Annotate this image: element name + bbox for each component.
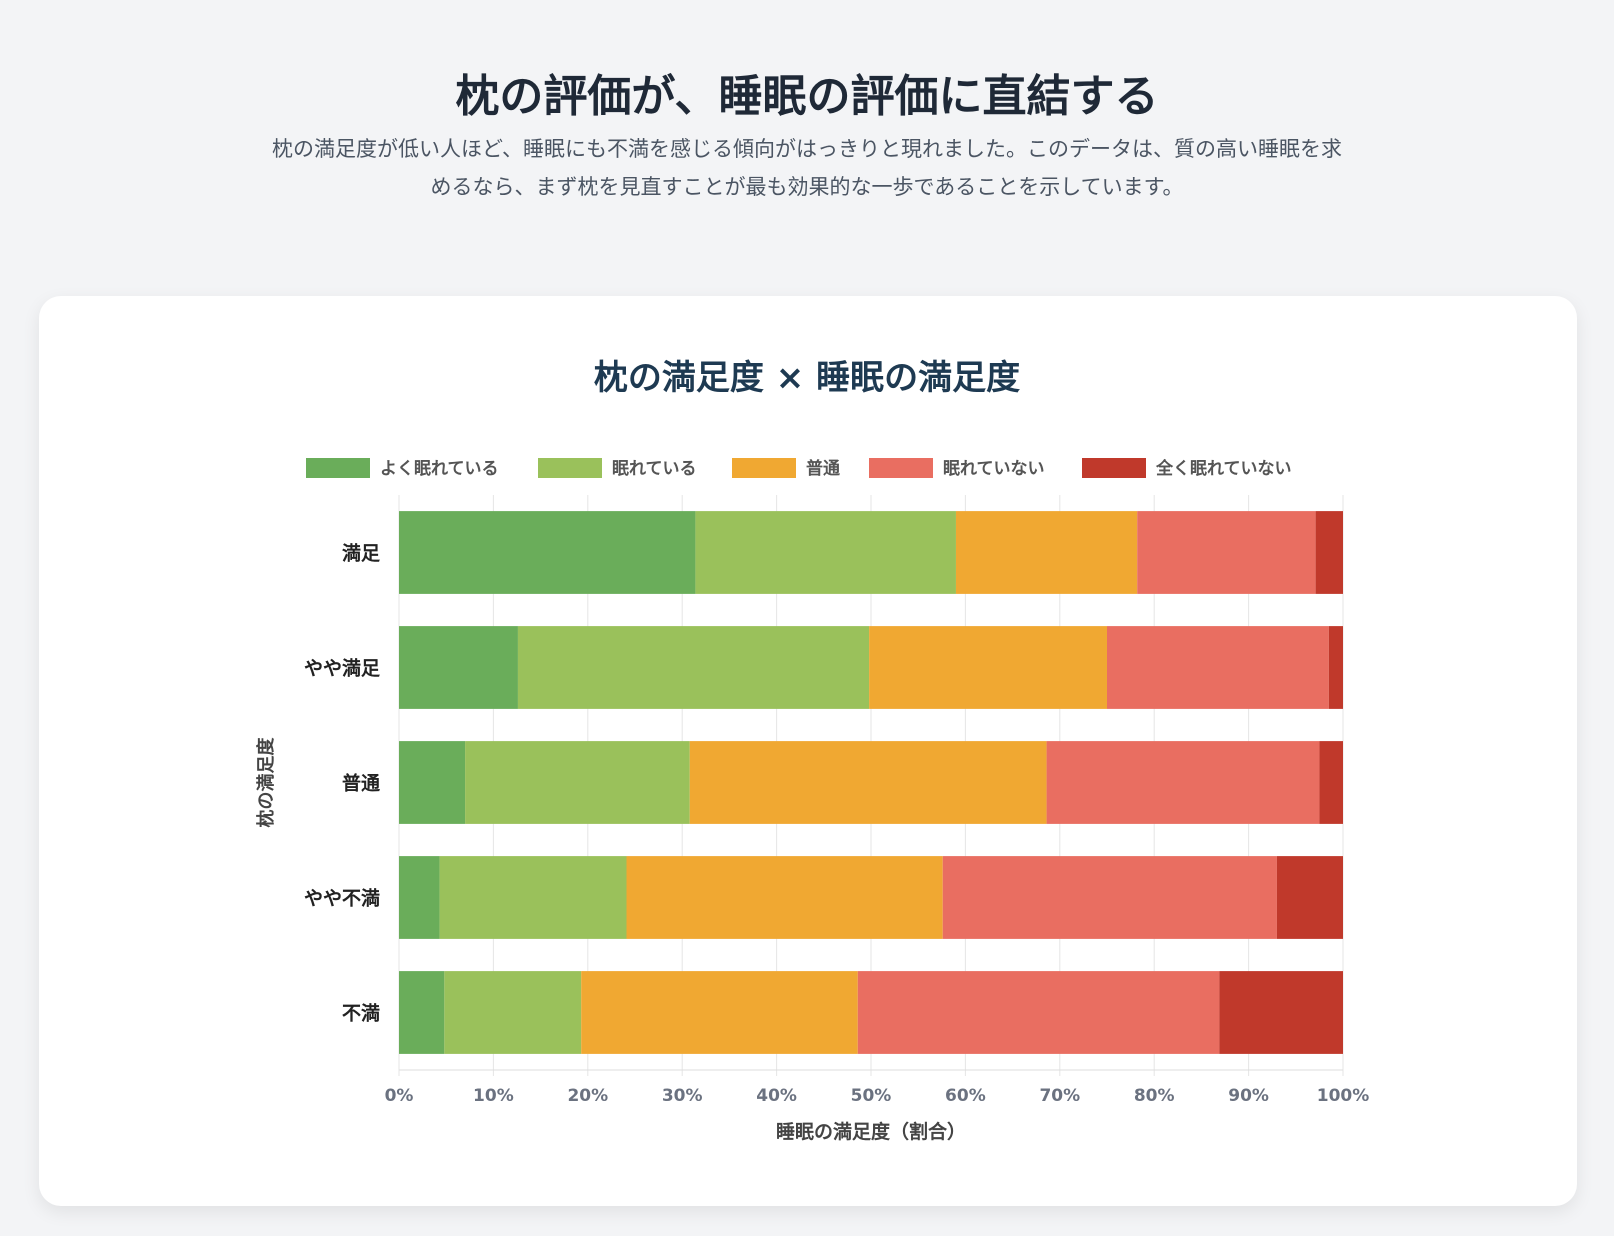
bar-segment — [1137, 511, 1316, 594]
bar-segment — [1219, 971, 1343, 1054]
bar-segment — [444, 971, 582, 1054]
bar-segment — [1319, 741, 1343, 824]
legend-label: 眠れていない — [943, 459, 1045, 479]
x-tick-label: 40% — [756, 1086, 797, 1106]
bar-segment — [955, 511, 1138, 594]
legend-swatch — [1082, 458, 1146, 478]
chart-title: 枕の満足度 × 睡眠の満足度 — [593, 358, 1021, 398]
legend-label: 全く眠れていない — [1155, 458, 1292, 479]
legend-swatch — [538, 458, 602, 478]
bar-segment — [1276, 856, 1343, 939]
x-tick-label: 80% — [1134, 1086, 1175, 1106]
bar-segment — [857, 971, 1220, 1054]
legend-label: よく眠れている — [380, 459, 499, 479]
x-tick-label: 10% — [473, 1086, 514, 1106]
bar-segment — [399, 511, 696, 594]
bar-segment — [1107, 626, 1329, 709]
x-tick-label: 30% — [662, 1086, 703, 1106]
x-tick-label: 90% — [1228, 1086, 1269, 1106]
bar-segment — [689, 741, 1047, 824]
legend-label: 普通 — [806, 458, 840, 479]
bar-segment — [1046, 741, 1320, 824]
page-title: 枕の評価が、睡眠の評価に直結する — [455, 71, 1159, 122]
x-tick-label: 20% — [567, 1086, 608, 1106]
bar-segment — [869, 626, 1107, 709]
y-tick-label: やや不満 — [304, 888, 380, 910]
bar-segment — [399, 856, 440, 939]
y-tick-label: やや満足 — [304, 658, 381, 680]
legend-swatch — [869, 458, 933, 478]
y-tick-label: 満足 — [342, 543, 381, 565]
bar-segment — [1315, 511, 1343, 594]
page-subtitle: 枕の満足度が低い人ほど、睡眠にも不満を感じる傾向がはっきりと現れました。このデー… — [272, 137, 1342, 199]
legend-label: 眠れている — [612, 459, 697, 479]
bar-segment — [695, 511, 956, 594]
x-tick-label: 70% — [1039, 1086, 1080, 1106]
bar-segment — [626, 856, 943, 939]
bar-segment — [399, 741, 466, 824]
bar-segment — [942, 856, 1277, 939]
bar-segment — [517, 626, 870, 709]
x-tick-label: 0% — [385, 1086, 414, 1106]
bar-segment — [465, 741, 690, 824]
bar-segment — [1328, 626, 1343, 709]
legend-swatch — [732, 458, 796, 478]
bar-segment — [439, 856, 627, 939]
x-axis-title: 睡眠の満足度（割合） — [776, 1120, 966, 1143]
y-tick-label: 不満 — [342, 1003, 380, 1025]
bar-segment — [399, 626, 518, 709]
legend-swatch — [306, 458, 370, 478]
y-tick-label: 普通 — [342, 772, 381, 795]
y-axis-title: 枕の満足度 — [255, 737, 277, 828]
x-tick-label: 100% — [1317, 1086, 1370, 1106]
bar-segment — [399, 971, 445, 1054]
x-tick-label: 50% — [851, 1086, 892, 1106]
bar-segment — [581, 971, 858, 1054]
x-tick-label: 60% — [945, 1086, 986, 1106]
